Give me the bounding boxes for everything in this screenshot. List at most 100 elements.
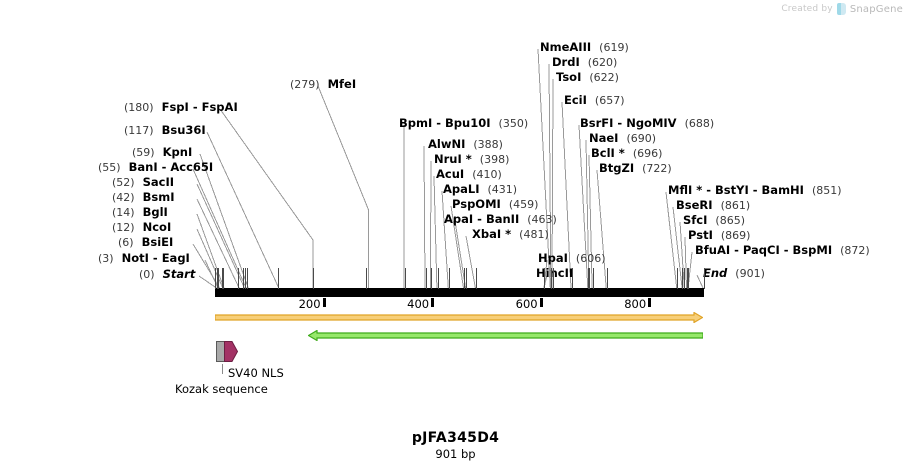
enzyme-name: BstYI [715,183,749,197]
enzyme-label-bsrfi[interactable]: BsrFI - NgoMIV (688) [580,117,714,130]
cut-site-tick-bgli [223,268,224,289]
enzyme-label-pspomi[interactable]: PspOMI (459) [452,198,538,211]
enzyme-label-psti[interactable]: PstI (869) [688,229,750,242]
enzyme-name: MfeI [327,77,357,91]
enzyme-label-hpai[interactable]: HpaI (606) [538,252,606,265]
enzyme-name-separator: - [613,116,627,130]
enzyme-label-bsmi[interactable]: (42) BsmI [112,191,174,204]
enzyme-label-mfei[interactable]: (279) MfeI [290,78,356,91]
cut-site-tick-bsiei [218,268,219,289]
enzyme-name: BanII [485,212,520,226]
enzyme-label-bgli[interactable]: (14) BglI [112,206,168,219]
enzyme-label-bsu36i[interactable]: (117) Bsu36I [124,124,206,137]
enzyme-name-separator: - [748,183,762,197]
enzyme-label-drdi[interactable]: DrdI (620) [552,56,617,69]
enzyme-name: BtgZI [599,161,635,175]
enzyme-label-mfli[interactable]: MflI * - BstYI - BamHI (851) [668,184,842,197]
enzyme-position-noti: (3) [98,252,114,265]
ruler-label-800: 800 [624,297,647,311]
orf-reverse-glyph [308,330,703,341]
cut-site-tick-sfci [684,268,685,289]
enzyme-name: BsiEI [141,235,174,249]
enzyme-label-bpmi[interactable]: BpmI - Bpu10I (350) [399,117,528,130]
enzyme-position-sacii: (52) [112,176,135,189]
enzyme-position-bsrfi: (688) [684,117,715,130]
enzyme-position-bfuai: (872) [840,244,870,257]
enzyme-name: BsrFI [580,116,614,130]
enzyme-name: BsmI [142,190,175,204]
enzyme-name: Acc65I [170,160,214,174]
enzyme-position-tsoi: (622) [589,71,619,84]
cut-site-tick-btgzi [607,268,608,289]
enzyme-label-noti[interactable]: (3) NotI - EagI [98,252,190,265]
snapgene-watermark: Created by SnapGene [781,3,903,15]
sv40-nls-feature[interactable] [224,341,239,362]
cut-site-tick-apali [449,268,450,289]
enzyme-label-kpni[interactable]: (59) KpnI [132,146,192,159]
enzyme-label-xbai[interactable]: XbaI * (481) [472,228,549,241]
enzyme-name: HpaI [538,251,568,265]
enzyme-label-bsiei[interactable]: (6) BsiEI [118,236,173,249]
enzyme-name: HincII [536,266,574,280]
enzyme-name: BfuAI [695,243,731,257]
enzyme-position-apai: (463) [527,213,557,226]
cut-site-tick-acui [438,268,439,289]
enzyme-label-hincii[interactable]: HincII [536,267,573,279]
enzyme-name-separator: - [432,116,446,130]
enzyme-name: FspAI [201,100,238,114]
backbone-line[interactable] [215,290,704,297]
enzyme-label-ecii[interactable]: EciI (657) [564,94,625,107]
enzyme-label-bfuai[interactable]: BfuAI - PaqCI - BspMI (872) [695,244,870,257]
enzyme-name: BanI [128,160,158,174]
cut-site-tick-drdi [551,268,552,289]
enzyme-label-bani[interactable]: (55) BanI - Acc65I [98,161,213,174]
enzyme-position-bseri: (861) [720,199,751,212]
enzyme-label-ncoi[interactable]: (12) NcoI [112,221,171,234]
enzyme-name: DrdI [552,55,580,69]
cut-site-tick-mfli [677,268,678,289]
enzyme-name: AlwNI [428,137,466,151]
enzyme-label-nrui[interactable]: NruI * (398) [434,153,509,166]
snapgene-logo-icon [836,3,846,15]
enzyme-label-alwni[interactable]: AlwNI (388) [428,138,503,151]
enzyme-name: KpnI [162,145,193,159]
enzyme-label-acui[interactable]: AcuI (410) [436,168,502,181]
enzyme-name: NaeI [589,131,619,145]
cut-site-tick-start [215,268,216,289]
enzyme-label-tsoi[interactable]: TsoI (622) [556,71,619,84]
enzyme-label-end[interactable]: End (901) [703,267,765,280]
enzyme-label-bcli[interactable]: BclI * (696) [591,147,662,160]
orf-reverse[interactable] [308,330,703,341]
enzyme-name: NgoMIV [626,116,677,130]
watermark-brand: SnapGene [849,3,903,15]
enzyme-label-fspi[interactable]: (180) FspI - FspAI [124,101,238,114]
enzyme-position-mfei: (279) [290,78,320,91]
enzyme-label-start[interactable]: (0) Start [139,268,195,281]
enzyme-position-ncoi: (12) [112,221,135,234]
enzyme-label-btgzi[interactable]: BtgZI (722) [599,162,672,175]
enzyme-name-separator: - [779,243,793,257]
enzyme-name-separator: - [188,100,202,114]
enzyme-label-apali[interactable]: ApaLI (431) [443,183,517,196]
enzyme-name: BspMI [792,243,833,257]
enzyme-position-xbai: (481) [519,228,549,241]
enzyme-label-sfci[interactable]: SfcI (865) [683,214,745,227]
enzyme-label-nmeaiii[interactable]: NmeAIII (619) [540,41,629,54]
enzyme-label-apai[interactable]: ApaI - BanII (463) [444,213,557,226]
cut-site-tick-bani [245,268,246,289]
enzyme-name: SfcI [683,213,708,227]
enzyme-position-nrui: (398) [479,153,510,166]
enzyme-name-separator: - [148,251,162,265]
enzyme-name: XbaI * [472,227,512,241]
orf-forward[interactable] [215,312,703,323]
cut-site-tick-ecii [572,268,573,289]
enzyme-name: PstI [688,228,713,242]
enzyme-name: SacII [142,175,175,189]
enzyme-name: NcoI [142,220,172,234]
enzyme-label-sacii[interactable]: (52) SacII [112,176,174,189]
enzyme-label-naei[interactable]: NaeI (690) [589,132,656,145]
enzyme-name: NotI [121,251,149,265]
cut-site-tick-bpmi [405,268,406,289]
enzyme-name: BpmI [399,116,433,130]
enzyme-label-bseri[interactable]: BseRI (861) [676,199,750,212]
